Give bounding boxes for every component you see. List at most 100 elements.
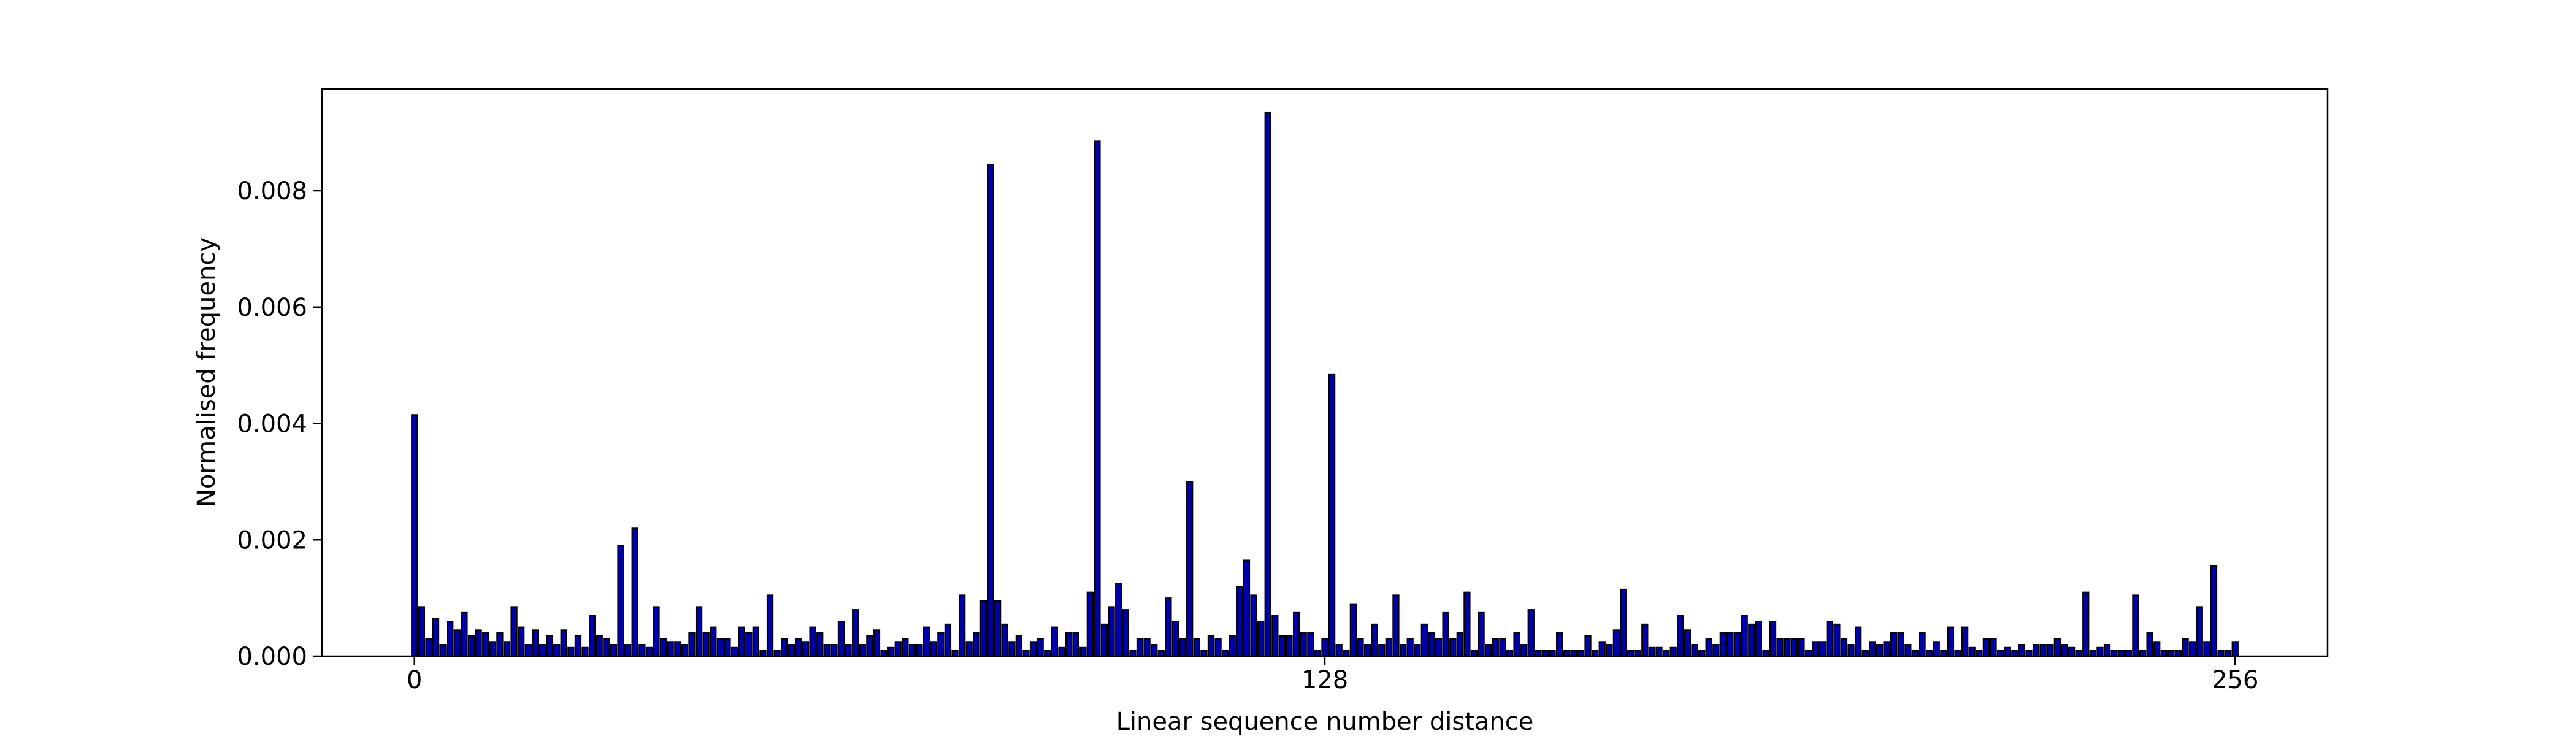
bar-38 bbox=[681, 644, 689, 657]
bar-39 bbox=[688, 632, 696, 657]
bar-141 bbox=[1414, 644, 1421, 657]
bar-226 bbox=[2018, 644, 2026, 657]
bar-135 bbox=[1371, 623, 1378, 657]
bar-204 bbox=[1861, 650, 1869, 657]
bar-62 bbox=[852, 609, 859, 657]
bar-214 bbox=[1933, 641, 1940, 657]
bar-111 bbox=[1200, 650, 1208, 657]
bar-80 bbox=[979, 600, 987, 657]
bar-160 bbox=[1549, 650, 1556, 657]
bar-4 bbox=[439, 644, 447, 657]
bar-36 bbox=[667, 641, 674, 657]
y-axis-label: Normalised frequency bbox=[193, 237, 221, 507]
bar-65 bbox=[873, 629, 881, 657]
bar-137 bbox=[1385, 638, 1392, 657]
bar-46 bbox=[738, 626, 745, 657]
bar-0 bbox=[411, 414, 418, 657]
bar-225 bbox=[2011, 650, 2018, 657]
bar-67 bbox=[887, 646, 895, 657]
bar-7 bbox=[461, 611, 468, 657]
bar-254 bbox=[2217, 650, 2225, 657]
bar-107 bbox=[1171, 621, 1179, 657]
bar-144 bbox=[1435, 638, 1443, 657]
bar-211 bbox=[1911, 650, 1919, 657]
bar-31 bbox=[631, 527, 638, 657]
bar-174 bbox=[1648, 646, 1656, 657]
bar-165 bbox=[1584, 635, 1592, 657]
bar-120 bbox=[1264, 111, 1271, 657]
bar-78 bbox=[965, 641, 973, 657]
bar-58 bbox=[823, 644, 830, 657]
bar-96 bbox=[1094, 140, 1101, 657]
bar-72 bbox=[923, 626, 930, 657]
bar-86 bbox=[1022, 650, 1030, 657]
bar-20 bbox=[553, 644, 561, 657]
bar-51 bbox=[773, 650, 781, 657]
bar-82 bbox=[994, 600, 1002, 657]
bar-185 bbox=[1727, 632, 1734, 657]
bar-155 bbox=[1513, 632, 1520, 657]
bar-115 bbox=[1229, 635, 1236, 657]
bar-92 bbox=[1065, 632, 1073, 657]
bar-98 bbox=[1108, 606, 1115, 657]
bar-154 bbox=[1506, 650, 1514, 657]
bar-171 bbox=[1627, 650, 1635, 657]
bar-106 bbox=[1165, 597, 1172, 657]
bar-63 bbox=[859, 644, 866, 657]
bar-163 bbox=[1570, 650, 1577, 657]
bar-177 bbox=[1669, 646, 1677, 657]
bar-256 bbox=[2231, 641, 2239, 657]
bar-27 bbox=[603, 638, 610, 657]
bar-2 bbox=[425, 638, 432, 657]
bar-61 bbox=[845, 644, 852, 657]
bar-195 bbox=[1798, 638, 1805, 657]
bar-127 bbox=[1314, 650, 1322, 657]
y-tick-label: 0.004 bbox=[237, 410, 307, 439]
bar-220 bbox=[1976, 650, 1983, 657]
bar-238 bbox=[2103, 644, 2111, 657]
bar-93 bbox=[1072, 632, 1079, 657]
x-tick-label: 128 bbox=[1301, 666, 1348, 694]
bar-255 bbox=[2225, 650, 2232, 657]
bar-100 bbox=[1122, 609, 1129, 657]
bar-83 bbox=[1001, 623, 1008, 657]
bar-143 bbox=[1428, 632, 1435, 657]
bar-230 bbox=[2047, 644, 2054, 657]
bar-57 bbox=[816, 632, 824, 657]
bar-52 bbox=[781, 638, 788, 657]
bar-167 bbox=[1598, 641, 1606, 657]
bar-32 bbox=[638, 644, 646, 657]
bar-231 bbox=[2053, 638, 2061, 657]
x-axis-label: Linear sequence number distance bbox=[1116, 708, 1534, 736]
bar-193 bbox=[1784, 638, 1791, 657]
bar-188 bbox=[1748, 623, 1755, 657]
bar-73 bbox=[930, 641, 937, 657]
bar-54 bbox=[795, 638, 802, 657]
bar-234 bbox=[2075, 650, 2082, 657]
y-tick-label: 0.008 bbox=[237, 177, 307, 205]
bar-172 bbox=[1634, 650, 1641, 657]
bar-203 bbox=[1855, 626, 1862, 657]
bar-119 bbox=[1257, 621, 1265, 657]
bar-122 bbox=[1278, 635, 1286, 657]
bar-6 bbox=[453, 629, 461, 657]
bar-233 bbox=[2068, 646, 2076, 657]
bar-196 bbox=[1804, 650, 1812, 657]
bar-45 bbox=[730, 646, 738, 657]
bar-209 bbox=[1897, 632, 1904, 657]
bar-118 bbox=[1250, 594, 1257, 657]
bar-50 bbox=[766, 594, 774, 657]
bar-199 bbox=[1826, 621, 1833, 657]
x-axis-ticks: 0 128 256 bbox=[407, 656, 2258, 694]
bar-55 bbox=[802, 641, 810, 657]
bar-186 bbox=[1733, 632, 1741, 657]
y-tick-label: 0.002 bbox=[237, 526, 307, 554]
bar-17 bbox=[532, 629, 539, 657]
bar-12 bbox=[496, 632, 504, 657]
bar-191 bbox=[1769, 621, 1777, 657]
bar-35 bbox=[659, 638, 667, 657]
x-tick-label: 256 bbox=[2212, 666, 2258, 694]
bar-189 bbox=[1755, 621, 1762, 657]
bar-104 bbox=[1151, 644, 1158, 657]
y-tick-label: 0.000 bbox=[237, 643, 307, 671]
